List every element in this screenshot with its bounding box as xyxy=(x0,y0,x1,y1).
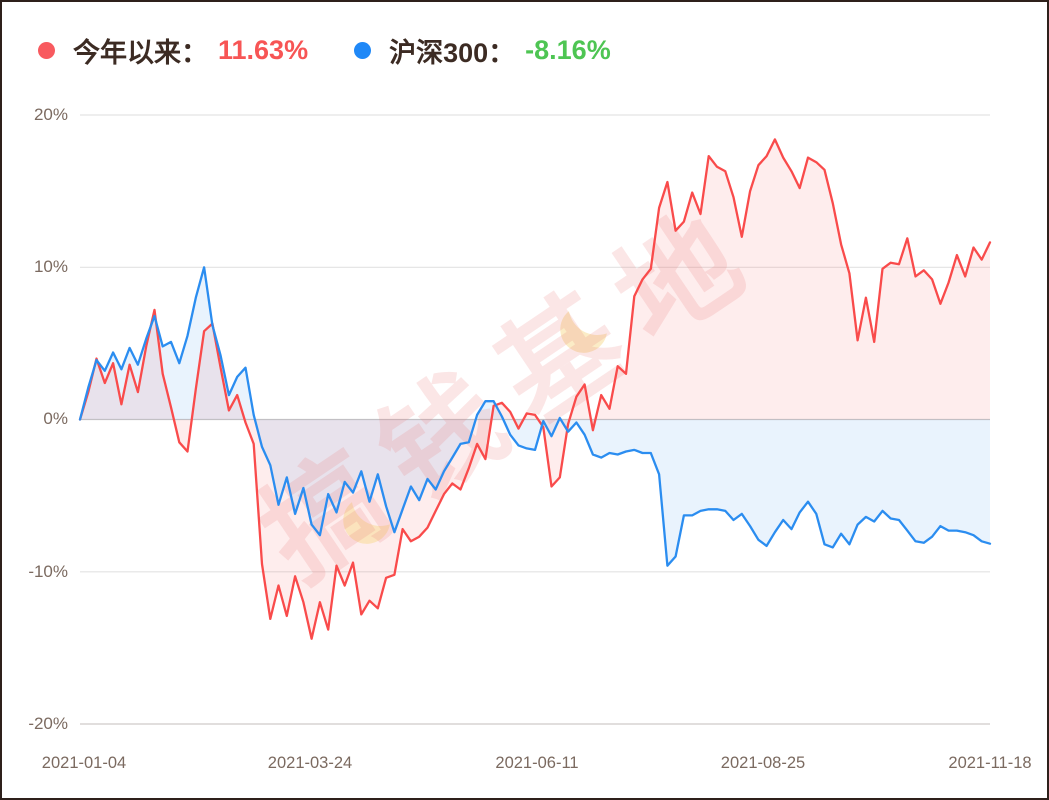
benchmark-line xyxy=(78,266,992,567)
x-tick-5: 2021-11-18 xyxy=(948,754,1032,772)
y-tick-20: 20% xyxy=(33,105,68,124)
x-tick-1: 2021-01-04 xyxy=(41,754,127,772)
legend-item-benchmark[interactable]: 沪深300： -8.16% xyxy=(354,31,611,70)
fund-series-value: 11.63% xyxy=(218,34,309,65)
x-tick-3: 2021-06-11 xyxy=(495,754,579,772)
benchmark-series-dot-icon xyxy=(354,41,372,59)
benchmark-series-label: 沪深300： xyxy=(389,37,516,68)
benchmark-area-fill xyxy=(80,267,990,566)
benchmark-series-value: -8.16% xyxy=(525,34,611,65)
fund-series-dot-icon xyxy=(38,41,55,59)
moon-icon xyxy=(560,311,607,353)
gridlines xyxy=(80,114,990,725)
fund-line xyxy=(78,138,992,640)
y-tick-10: 10% xyxy=(33,257,68,276)
y-tick-n20: -20% xyxy=(28,714,68,733)
fund-area-fill xyxy=(80,139,990,639)
x-tick-4: 2021-08-25 xyxy=(720,754,806,772)
x-tick-2: 2021-03-24 xyxy=(267,754,353,772)
y-tick-0: 0% xyxy=(43,409,68,428)
chart-legend: 今年以来： 11.63% 沪深300： -8.16% xyxy=(38,32,611,68)
y-tick-n10: -10% xyxy=(28,562,68,581)
fund-series-label: 今年以来： xyxy=(73,37,208,68)
moon-icon xyxy=(343,502,390,544)
legend-item-fund[interactable]: 今年以来： 11.63% xyxy=(38,31,308,70)
